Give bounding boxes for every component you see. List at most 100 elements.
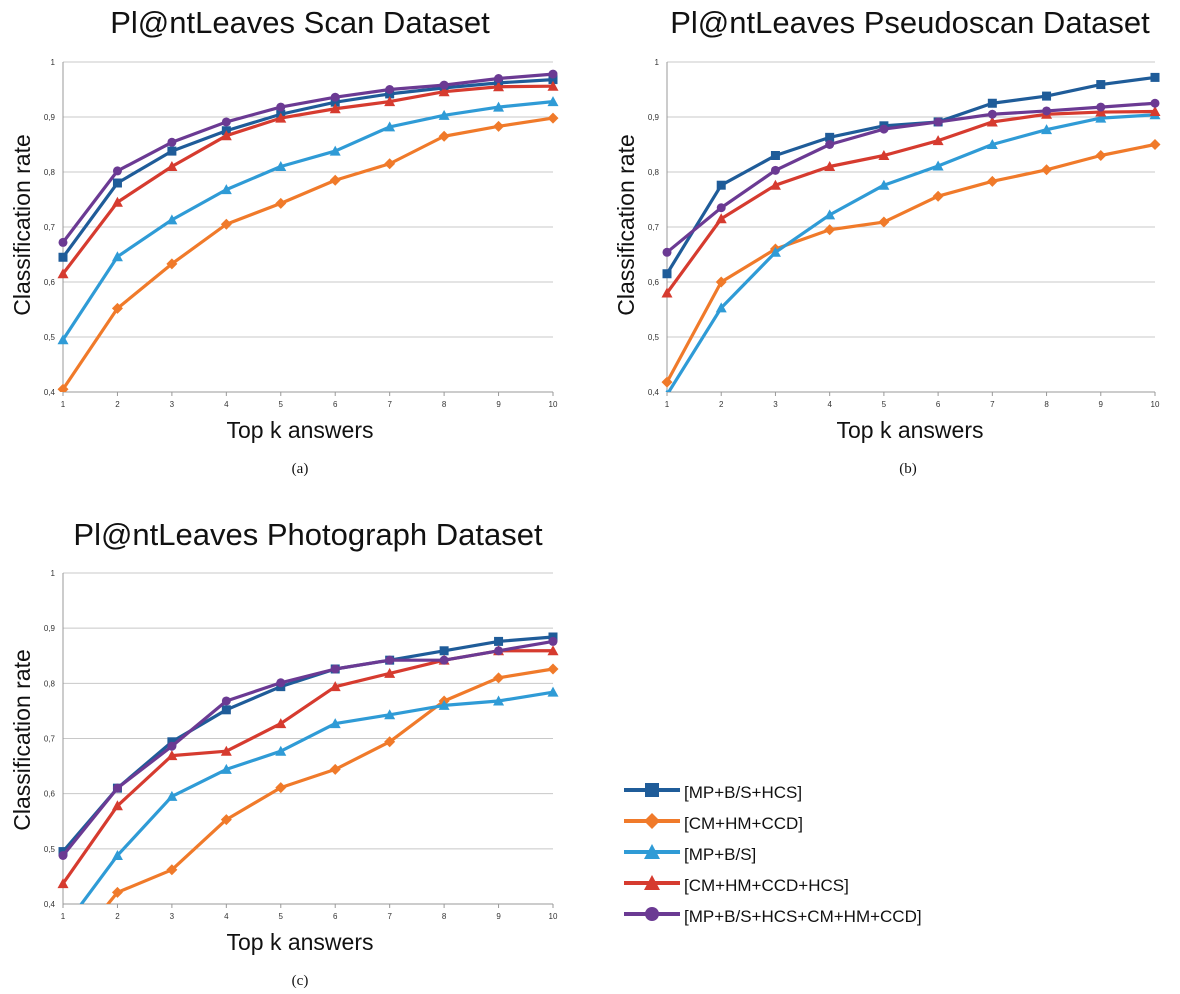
chart-scan-caption: (a) bbox=[292, 461, 309, 477]
y-tick-label: 0,5 bbox=[44, 845, 56, 854]
data-point bbox=[1149, 106, 1161, 116]
series-line bbox=[61, 72, 554, 244]
data-point bbox=[58, 923, 69, 933]
x-tick-label: 1 bbox=[665, 400, 670, 409]
y-tick-label: 1 bbox=[51, 58, 56, 67]
legend-marker bbox=[644, 844, 660, 859]
data-point bbox=[825, 140, 835, 149]
x-tick-label: 8 bbox=[1044, 400, 1049, 409]
data-point bbox=[547, 112, 559, 124]
series-4 bbox=[58, 636, 558, 860]
chart-photograph-grid bbox=[62, 572, 553, 905]
data-point bbox=[824, 209, 836, 220]
y-tick-label: 0,7 bbox=[44, 223, 56, 232]
data-point bbox=[111, 251, 123, 262]
x-tick-label: 1 bbox=[61, 912, 66, 921]
data-point bbox=[716, 203, 726, 213]
series-line bbox=[666, 113, 1156, 392]
legend-entry: [MP+B/S+HCS+CM+HM+CCD] bbox=[624, 907, 922, 926]
data-point bbox=[986, 139, 998, 149]
data-point bbox=[547, 80, 559, 91]
data-point bbox=[438, 130, 450, 142]
series-2 bbox=[58, 686, 559, 933]
chart-pseudoscan-xlabel: Top k answers bbox=[836, 417, 983, 443]
data-point bbox=[167, 137, 177, 147]
data-point bbox=[58, 237, 68, 247]
data-point bbox=[1096, 80, 1106, 90]
legend-marker-4 bbox=[624, 907, 680, 921]
data-point bbox=[220, 218, 232, 230]
x-tick-label: 4 bbox=[224, 912, 229, 921]
x-tick-label: 7 bbox=[387, 400, 392, 409]
data-point bbox=[384, 736, 396, 748]
data-point bbox=[220, 745, 232, 756]
chart-photograph-ylabel: Classification rate bbox=[9, 649, 35, 831]
x-tick-label: 5 bbox=[882, 400, 887, 409]
data-point bbox=[824, 161, 836, 171]
data-point bbox=[166, 750, 178, 761]
data-point bbox=[329, 145, 341, 156]
chart-scan-grid bbox=[62, 61, 553, 393]
chart-scan-ylabel: Classification rate bbox=[9, 134, 35, 316]
data-point bbox=[220, 130, 232, 141]
chart-scan-xticks: 1 2 3 4 5 6 7 8 9 10 bbox=[61, 392, 558, 409]
data-point bbox=[1150, 72, 1160, 82]
series-line bbox=[79, 690, 554, 904]
data-point bbox=[384, 121, 396, 132]
series-3 bbox=[661, 106, 1161, 298]
data-point bbox=[1041, 124, 1053, 135]
data-point bbox=[220, 814, 232, 826]
chart-scan: Pl@ntLeaves Scan Dataset Classification … bbox=[9, 5, 559, 477]
data-point bbox=[275, 197, 287, 209]
series-line bbox=[665, 101, 1156, 254]
series-4 bbox=[662, 98, 1160, 257]
data-point bbox=[329, 681, 341, 692]
legend-label: [MP+B/S+HCS+CM+HM+CCD] bbox=[684, 907, 922, 926]
x-tick-label: 6 bbox=[333, 400, 338, 409]
legend-marker bbox=[644, 875, 660, 890]
data-point bbox=[58, 954, 69, 965]
data-point bbox=[330, 97, 340, 107]
data-point bbox=[493, 672, 505, 684]
data-point bbox=[987, 98, 997, 108]
chart-pseudoscan-xticks: 1 2 3 4 5 6 7 8 9 10 bbox=[665, 392, 1160, 409]
series-1 bbox=[58, 663, 559, 965]
x-tick-label: 3 bbox=[170, 912, 175, 921]
chart-scan-lines bbox=[57, 69, 559, 392]
chart-scan-title: Pl@ntLeaves Scan Dataset bbox=[110, 5, 490, 40]
legend-label: [MP+B/S+HCS] bbox=[684, 783, 802, 802]
data-point bbox=[547, 686, 559, 697]
data-point bbox=[166, 161, 178, 171]
y-tick-label: 0,4 bbox=[44, 900, 56, 909]
data-point bbox=[986, 175, 998, 187]
data-point bbox=[715, 213, 727, 224]
series-1 bbox=[661, 139, 1161, 388]
data-point bbox=[548, 636, 558, 646]
data-point bbox=[329, 763, 341, 775]
y-tick-label: 0,8 bbox=[648, 168, 660, 177]
data-point bbox=[986, 116, 998, 127]
chart-photograph: Pl@ntLeaves Photograph Dataset Classific… bbox=[9, 517, 559, 989]
data-point bbox=[384, 158, 396, 170]
x-tick-label: 2 bbox=[719, 400, 724, 409]
chart-scan-xlabel: Top k answers bbox=[226, 417, 373, 443]
data-point bbox=[329, 103, 341, 114]
chart-photograph-yticks: 0,4 0,5 0,6 0,7 0,8 0,9 1 bbox=[44, 569, 56, 909]
series-line bbox=[665, 109, 1156, 294]
x-tick-label: 10 bbox=[1151, 400, 1160, 409]
data-point bbox=[493, 120, 505, 132]
data-point bbox=[1149, 139, 1161, 150]
data-point bbox=[438, 699, 450, 710]
data-point bbox=[330, 92, 340, 102]
data-point bbox=[111, 302, 123, 314]
data-point bbox=[770, 165, 780, 175]
series-line bbox=[61, 100, 554, 341]
data-point bbox=[662, 269, 672, 279]
y-tick-label: 0,9 bbox=[44, 624, 56, 633]
chart-photograph-caption: (c) bbox=[292, 973, 309, 989]
legend-marker-2 bbox=[624, 844, 680, 859]
data-point bbox=[878, 150, 890, 160]
data-point bbox=[439, 646, 449, 656]
data-point bbox=[111, 849, 123, 860]
